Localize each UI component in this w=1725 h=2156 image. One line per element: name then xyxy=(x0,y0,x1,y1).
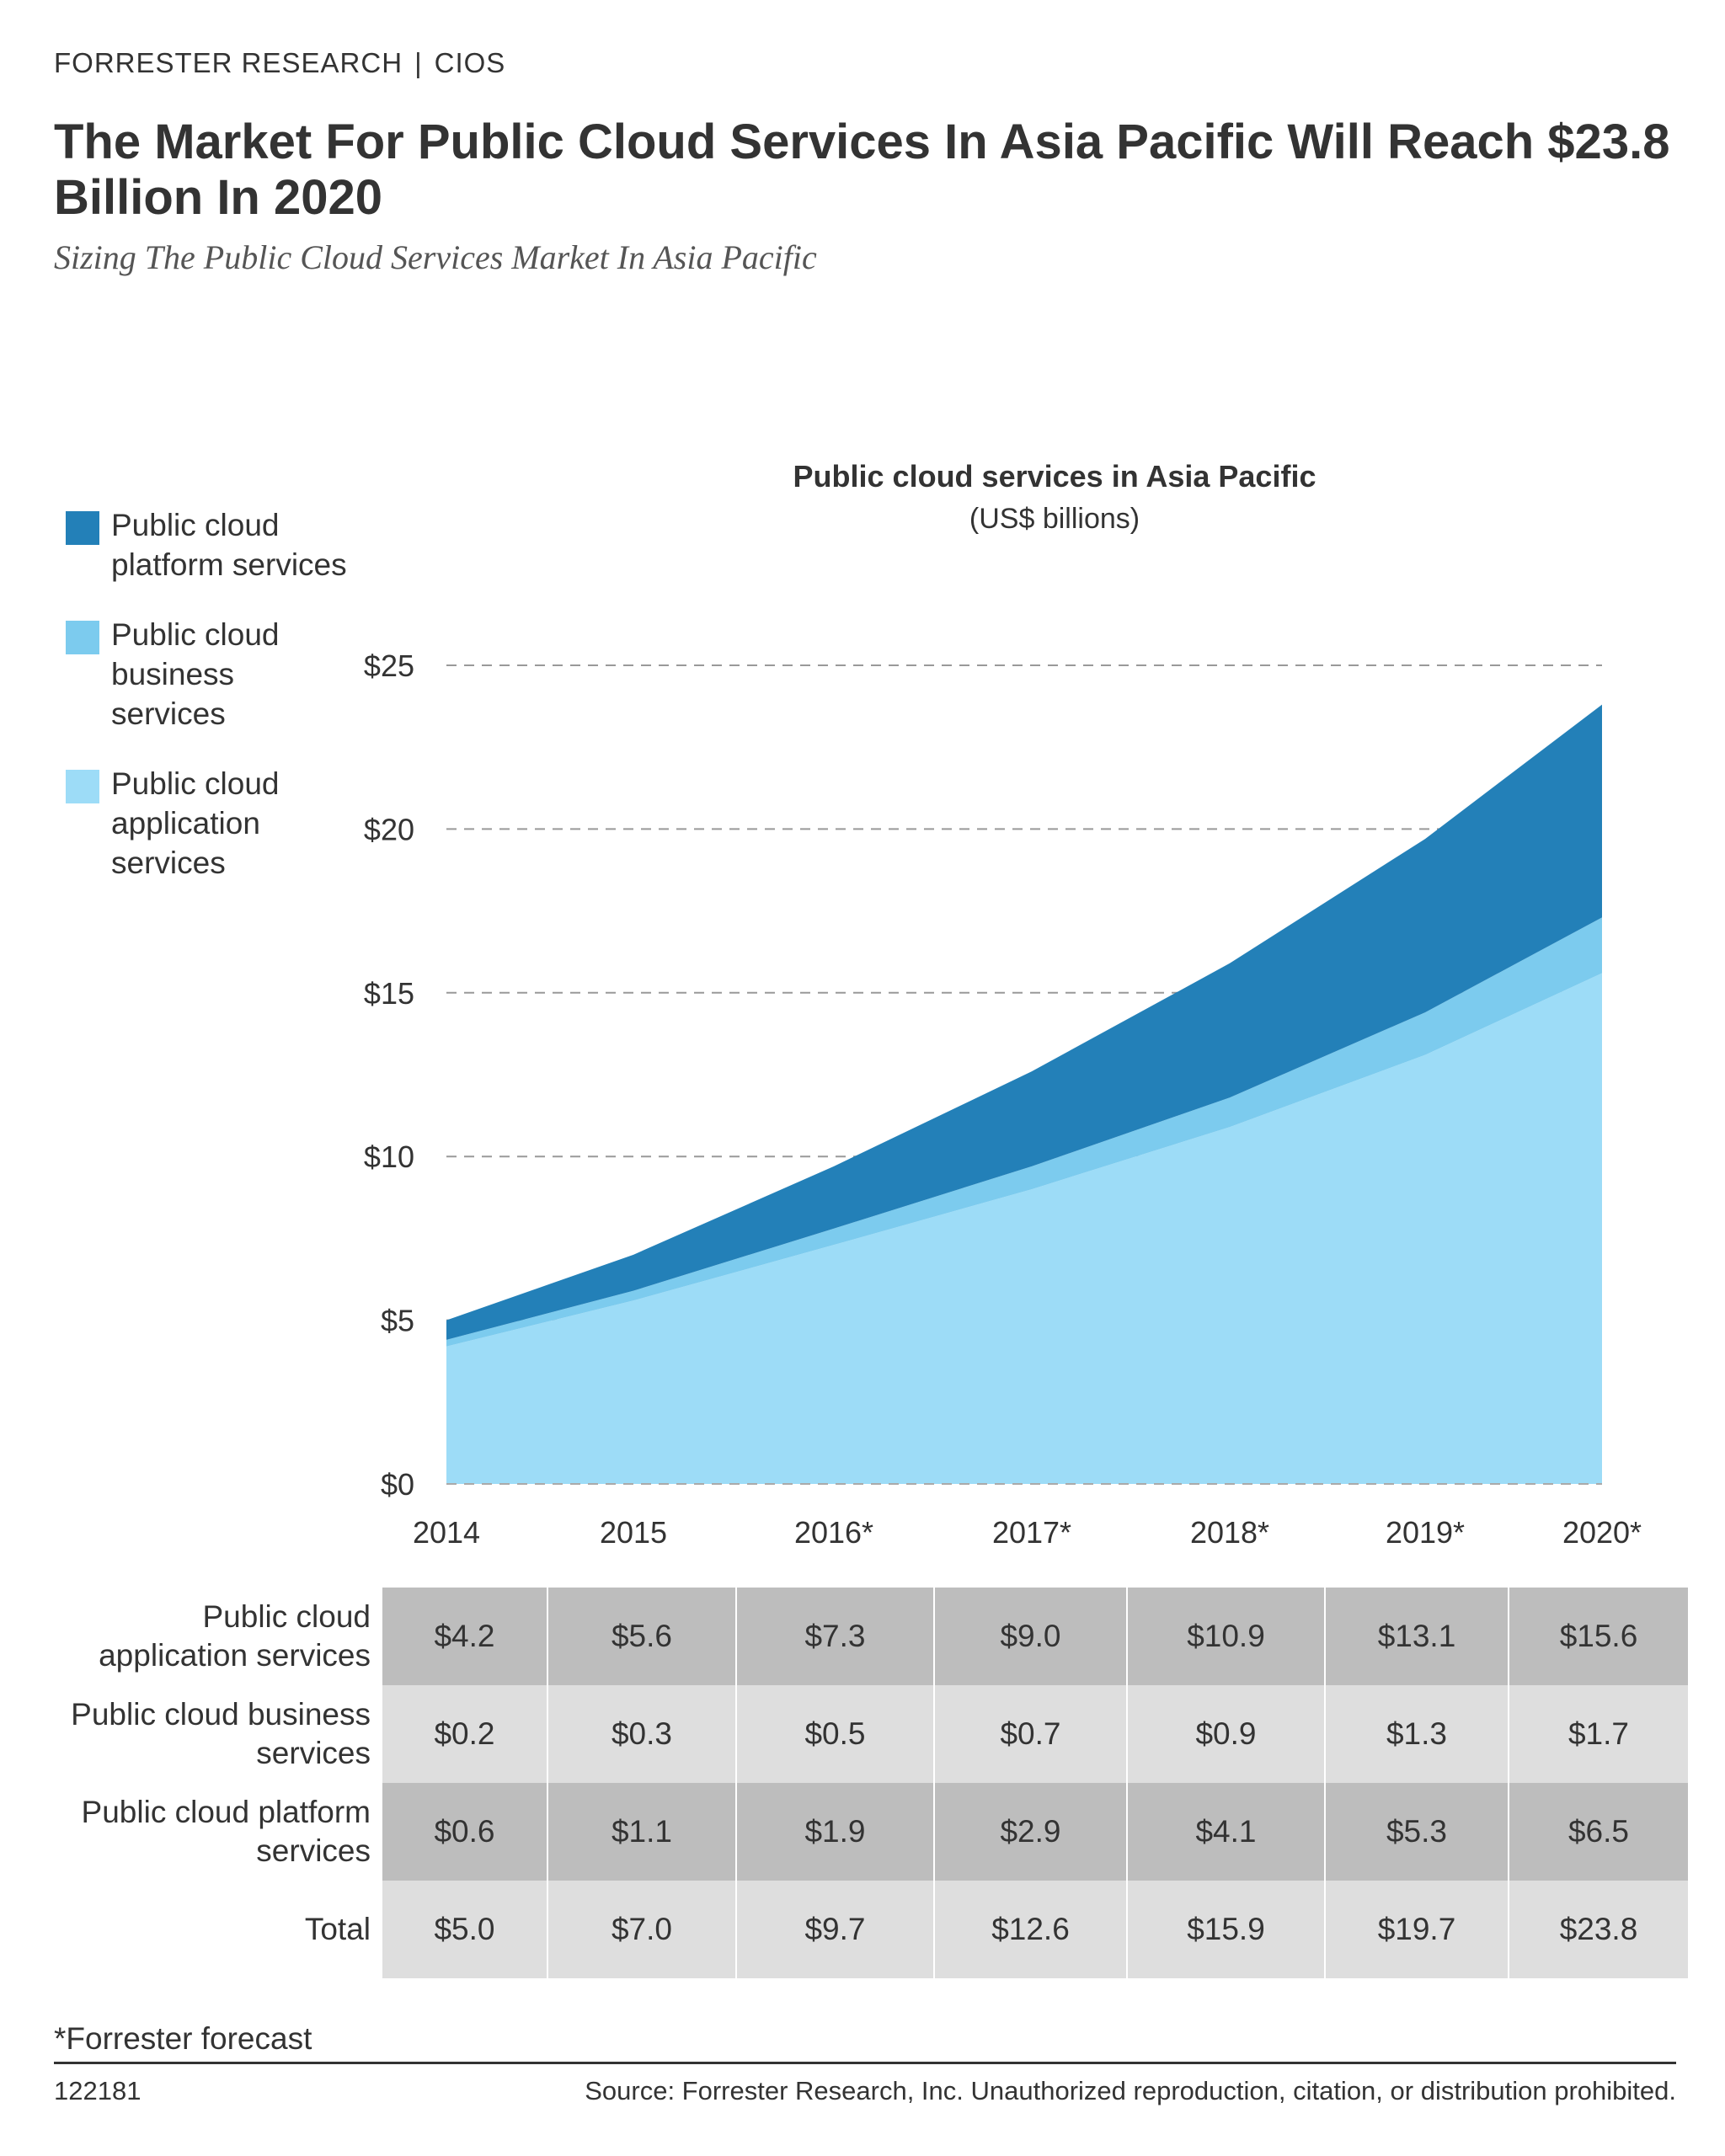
x-tick-label: 2017* xyxy=(992,1515,1071,1550)
x-tick-label: 2015 xyxy=(600,1515,667,1550)
table-cell: $4.2 xyxy=(381,1588,547,1685)
legend-item-business: Public cloud business services xyxy=(66,615,352,734)
report-eyebrow: FORRESTER RESEARCH | CIOS xyxy=(54,47,505,79)
page-subtitle: Sizing The Public Cloud Services Market … xyxy=(54,238,817,276)
area-application xyxy=(446,973,1602,1484)
y-tick-label: $5 xyxy=(381,1304,414,1338)
table-cell: $15.9 xyxy=(1126,1881,1325,1978)
legend-swatch-platform xyxy=(66,511,99,545)
data-table: Public cloud application services $4.2 $5.… xyxy=(59,1588,1688,1978)
table-cell: $9.0 xyxy=(933,1588,1127,1685)
table-cell: $0.2 xyxy=(381,1685,547,1783)
footer-rule xyxy=(54,2062,1676,2064)
legend-label-business: Public cloud business services xyxy=(111,617,280,731)
table-cell: $5.0 xyxy=(381,1881,547,1978)
table-row-label: Public cloud business services xyxy=(59,1685,382,1783)
legend-label-platform: Public cloud platform services xyxy=(111,508,347,582)
table-row-label: Public cloud platform services xyxy=(59,1783,382,1881)
page-title: The Market For Public Cloud Services In … xyxy=(54,115,1670,225)
y-tick-label: $0 xyxy=(381,1467,414,1502)
table-row: Public cloud business services $0.2 $0.3 $0… xyxy=(59,1685,1688,1783)
table-row: Total $5.0 $7.0 $9.7 $12.6 $15.9 $19.7 $23.8 xyxy=(59,1881,1688,1978)
table-cell: $9.7 xyxy=(735,1881,934,1978)
table-cell: $2.9 xyxy=(933,1783,1127,1881)
chart-legend: Public cloud platform services Public cl… xyxy=(66,505,352,913)
table-cell: $12.6 xyxy=(933,1881,1127,1978)
axes: $0 $5 $10 $15 $20 $25 2014 2015 2016* 2017* 2018* 2… xyxy=(364,648,1642,1550)
footnote: *Forrester forecast xyxy=(54,2021,312,2056)
x-tick-label: 2019* xyxy=(1386,1515,1465,1550)
table-cell: $0.9 xyxy=(1126,1685,1325,1783)
chart-title: Public cloud services in Asia Pacific xyxy=(793,459,1316,494)
table-cell: $0.6 xyxy=(381,1783,547,1881)
area-platform xyxy=(446,704,1602,1340)
eyebrow-separator: | xyxy=(414,47,423,78)
publisher-label: FORRESTER RESEARCH xyxy=(54,47,403,78)
legend-swatch-business xyxy=(66,621,99,654)
table-cell: $0.5 xyxy=(735,1685,934,1783)
table-cell: $5.3 xyxy=(1324,1783,1509,1881)
legend-item-application: Public cloud application services xyxy=(66,764,352,883)
source-note: Source: Forrester Research, Inc. Unautho… xyxy=(585,2076,1676,2105)
table-row-label: Total xyxy=(59,1881,382,1978)
table-cell: $1.9 xyxy=(735,1783,934,1881)
table-cell: $23.8 xyxy=(1508,1881,1688,1978)
x-tick-label: 2020* xyxy=(1562,1515,1642,1550)
chart-units: (US$ billions) xyxy=(969,503,1140,535)
table-cell: $1.3 xyxy=(1324,1685,1509,1783)
table-cell: $7.0 xyxy=(547,1881,736,1978)
table-cell: $5.6 xyxy=(547,1588,736,1685)
y-tick-label: $25 xyxy=(364,648,414,683)
table-cell: $1.7 xyxy=(1508,1685,1688,1783)
table-row: Public cloud application services $4.2 $5.… xyxy=(59,1588,1688,1685)
area-chart: Public cloud services in Asia Pacific (U… xyxy=(364,459,1642,1550)
table-cell: $0.3 xyxy=(547,1685,736,1783)
x-tick-label: 2014 xyxy=(413,1515,480,1550)
x-tick-label: 2016* xyxy=(794,1515,873,1550)
figure-code: 122181 xyxy=(54,2076,142,2105)
table-row-label: Public cloud application services xyxy=(59,1588,382,1685)
legend-label-application: Public cloud application services xyxy=(111,766,280,880)
table-cell: $6.5 xyxy=(1508,1783,1688,1881)
x-tick-label: 2018* xyxy=(1190,1515,1269,1550)
y-tick-label: $15 xyxy=(364,976,414,1011)
y-tick-label: $10 xyxy=(364,1139,414,1174)
table-cell: $1.1 xyxy=(547,1783,736,1881)
table-cell: $19.7 xyxy=(1324,1881,1509,1978)
legend-item-platform: Public cloud platform services xyxy=(66,505,352,584)
y-tick-label: $20 xyxy=(364,812,414,846)
role-label: CIOS xyxy=(434,47,506,78)
area-series xyxy=(446,704,1602,1484)
table-cell: $7.3 xyxy=(735,1588,934,1685)
table-cell: $4.1 xyxy=(1126,1783,1325,1881)
table-cell: $13.1 xyxy=(1324,1588,1509,1685)
table-cell: $15.6 xyxy=(1508,1588,1688,1685)
table-row: Public cloud platform services $0.6 $1.1 $1… xyxy=(59,1783,1688,1881)
table-cell: $0.7 xyxy=(933,1685,1127,1783)
table-cell: $10.9 xyxy=(1126,1588,1325,1685)
legend-swatch-application xyxy=(66,770,99,803)
